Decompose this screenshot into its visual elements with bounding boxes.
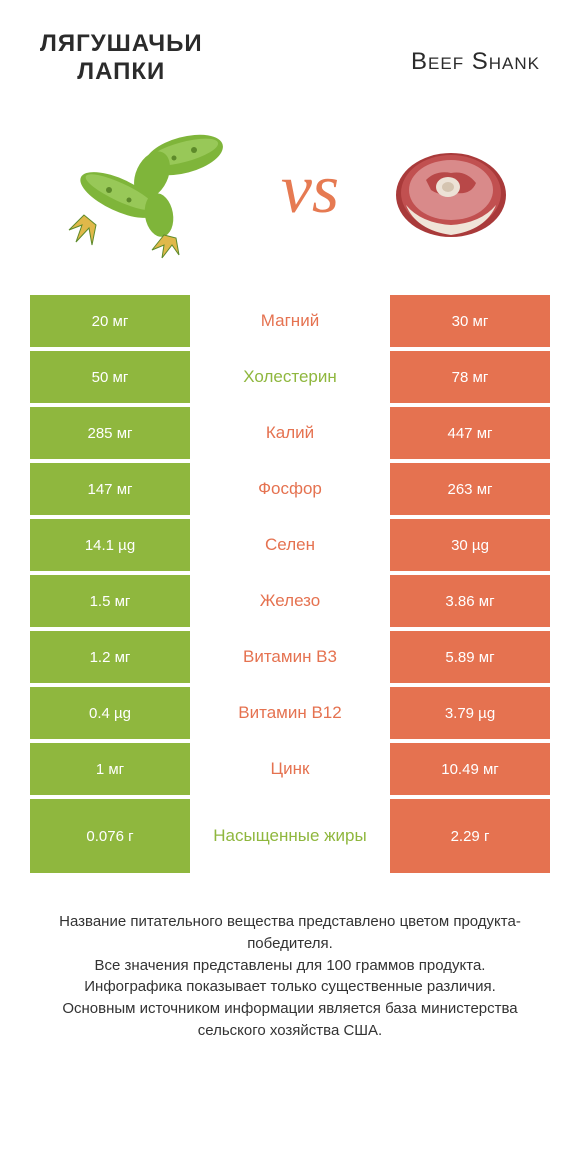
table-row: 0.4 µgВитамин B123.79 µg [30, 687, 550, 739]
footer-notes: Название питательного вещества представл… [0, 877, 580, 1062]
value-right: 3.79 µg [390, 687, 550, 739]
nutrient-label: Магний [190, 295, 390, 347]
footer-line1: Название питательного вещества представл… [30, 911, 550, 955]
nutrient-label: Насыщенные жиры [190, 799, 390, 873]
value-left: 147 мг [30, 463, 190, 515]
table-row: 50 мгХолестерин78 мг [30, 351, 550, 403]
value-right: 78 мг [390, 351, 550, 403]
table-row: 0.076 гНасыщенные жиры2.29 г [30, 799, 550, 873]
nutrient-label: Железо [190, 575, 390, 627]
nutrient-label: Фосфор [190, 463, 390, 515]
value-left: 1.5 мг [30, 575, 190, 627]
table-row: 1.2 мгВитамин B35.89 мг [30, 631, 550, 683]
hero-illustrations: vs [0, 95, 580, 295]
infographic-container: ЛЯГУШАЧЬИ ЛАПКИ Beef Shank vs [0, 0, 580, 1062]
value-right: 2.29 г [390, 799, 550, 873]
beef-shank-icon [386, 135, 516, 245]
frog-legs-icon [64, 120, 234, 260]
value-right: 30 мг [390, 295, 550, 347]
table-row: 1 мгЦинк10.49 мг [30, 743, 550, 795]
value-left: 14.1 µg [30, 519, 190, 571]
table-row: 20 мгМагний30 мг [30, 295, 550, 347]
value-left: 50 мг [30, 351, 190, 403]
nutrient-label: Цинк [190, 743, 390, 795]
nutrient-label: Селен [190, 519, 390, 571]
value-left: 20 мг [30, 295, 190, 347]
nutrient-label: Витамин B12 [190, 687, 390, 739]
value-left: 1 мг [30, 743, 190, 795]
footer-line2: Все значения представлены для 100 граммо… [30, 955, 550, 977]
table-row: 14.1 µgСелен30 µg [30, 519, 550, 571]
title-left-line1: ЛЯГУШАЧЬИ [40, 30, 203, 57]
vs-label: vs [281, 150, 339, 230]
value-right: 3.86 мг [390, 575, 550, 627]
value-left: 0.4 µg [30, 687, 190, 739]
value-right: 263 мг [390, 463, 550, 515]
title-left: ЛЯГУШАЧЬИ ЛАПКИ [40, 30, 203, 85]
comparison-table: 20 мгМагний30 мг50 мгХолестерин78 мг285 … [30, 295, 550, 873]
value-right: 10.49 мг [390, 743, 550, 795]
nutrient-label: Витамин B3 [190, 631, 390, 683]
table-row: 285 мгКалий447 мг [30, 407, 550, 459]
table-row: 1.5 мгЖелезо3.86 мг [30, 575, 550, 627]
title-right: Beef Shank [411, 48, 540, 76]
value-right: 447 мг [390, 407, 550, 459]
value-left: 1.2 мг [30, 631, 190, 683]
footer-line4: Основным источником информации является … [30, 998, 550, 1042]
nutrient-label: Калий [190, 407, 390, 459]
header: ЛЯГУШАЧЬИ ЛАПКИ Beef Shank [0, 0, 580, 95]
table-row: 147 мгФосфор263 мг [30, 463, 550, 515]
value-left: 0.076 г [30, 799, 190, 873]
footer-line3: Инфографика показывает только существенн… [30, 976, 550, 998]
title-left-line2: ЛАПКИ [77, 58, 165, 85]
nutrient-label: Холестерин [190, 351, 390, 403]
value-right: 30 µg [390, 519, 550, 571]
value-right: 5.89 мг [390, 631, 550, 683]
value-left: 285 мг [30, 407, 190, 459]
